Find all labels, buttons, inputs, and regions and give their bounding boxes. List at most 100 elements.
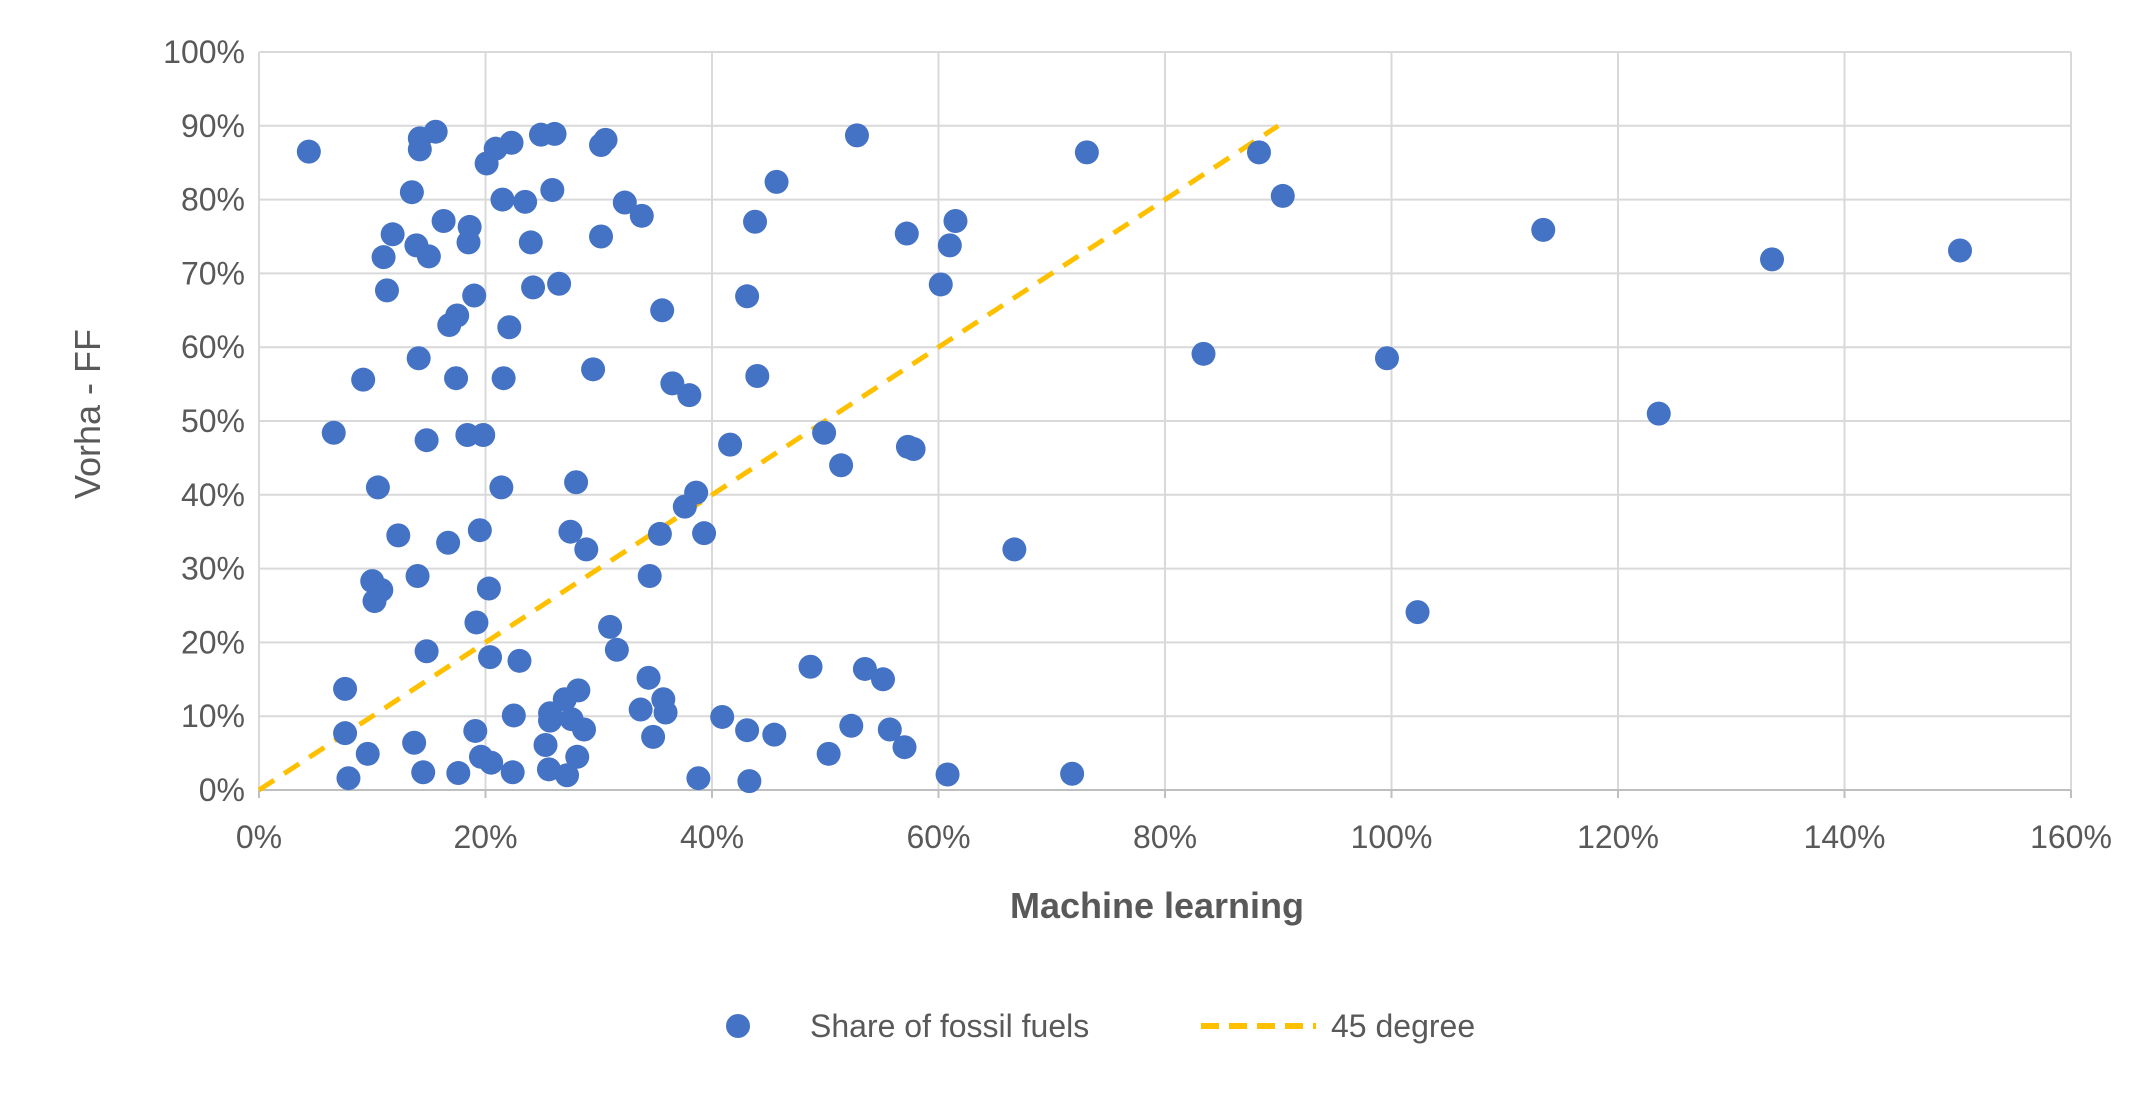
data-point — [612, 190, 637, 215]
data-point — [513, 189, 538, 214]
data-point — [829, 453, 854, 478]
gridlines — [258, 51, 2072, 790]
data-point — [436, 530, 461, 555]
data-point — [871, 667, 896, 692]
data-point — [692, 521, 717, 546]
data-point — [369, 578, 394, 603]
y-tick-label: 70% — [181, 255, 245, 291]
data-point — [333, 676, 358, 701]
data-point — [877, 717, 902, 742]
data-point — [445, 303, 470, 328]
data-point — [1074, 140, 1099, 165]
plot-area — [257, 119, 1973, 794]
reference-line-45-degree — [257, 123, 1280, 793]
data-point — [812, 420, 837, 445]
data-point — [464, 610, 489, 635]
data-point — [901, 437, 926, 462]
data-point — [536, 757, 561, 782]
data-point — [735, 718, 760, 743]
y-tick-label: 20% — [181, 624, 245, 660]
data-point — [745, 363, 770, 388]
data-point — [572, 717, 597, 742]
legend-marker-share-of-fossil-fuels — [726, 1014, 750, 1038]
data-point — [533, 732, 558, 757]
data-point — [844, 123, 869, 148]
data-point — [489, 475, 514, 500]
data-point — [463, 718, 488, 743]
data-point — [518, 230, 543, 255]
data-point — [653, 700, 678, 725]
data-point — [1002, 537, 1027, 562]
data-point — [1948, 238, 1973, 263]
x-tick-label: 20% — [453, 819, 517, 855]
data-point — [414, 639, 439, 664]
data-point — [321, 420, 346, 445]
legend-label-share-of-fossil-fuels: Share of fossil fuels — [810, 1008, 1089, 1044]
y-tick-label: 60% — [181, 329, 245, 365]
x-tick-label: 40% — [680, 819, 744, 855]
data-point — [937, 233, 962, 258]
x-axis-title: Machine learning — [1010, 885, 1304, 926]
x-tick-label: 120% — [1577, 819, 1659, 855]
data-point — [686, 766, 711, 791]
data-point — [928, 272, 953, 297]
data-point — [628, 697, 653, 722]
data-point — [710, 704, 735, 729]
data-point — [894, 221, 919, 246]
x-tick-label: 160% — [2030, 819, 2112, 855]
data-point — [462, 283, 487, 308]
legend: Share of fossil fuels 45 degree — [726, 1008, 1475, 1044]
data-point — [351, 367, 376, 392]
data-point — [1270, 183, 1295, 208]
data-point — [479, 750, 504, 775]
data-point — [1060, 761, 1085, 786]
data-point — [598, 614, 623, 639]
x-tick-label: 100% — [1351, 819, 1433, 855]
data-point — [762, 722, 787, 747]
data-point — [386, 523, 411, 548]
data-point — [414, 428, 439, 453]
data-point — [565, 744, 590, 769]
data-point — [677, 383, 702, 408]
x-tick-label: 0% — [236, 819, 282, 855]
data-point — [1531, 217, 1556, 242]
data-point — [296, 139, 321, 164]
data-point — [641, 724, 666, 749]
data-point — [1374, 346, 1399, 371]
data-point — [798, 654, 823, 679]
y-tick-label: 90% — [181, 108, 245, 144]
data-point — [540, 178, 565, 203]
data-point — [471, 423, 496, 448]
data-point — [718, 432, 743, 457]
data-point — [399, 180, 424, 205]
data-point — [650, 298, 675, 323]
data-point — [892, 735, 917, 760]
data-point — [737, 769, 762, 794]
y-tick-label: 40% — [181, 477, 245, 513]
data-point — [374, 278, 399, 303]
data-point — [406, 346, 431, 371]
data-point — [1191, 341, 1216, 366]
data-point — [1246, 140, 1271, 165]
data-point — [423, 119, 448, 144]
data-point — [333, 721, 358, 746]
data-point — [547, 271, 572, 296]
legend-label-45-degree: 45 degree — [1331, 1008, 1475, 1044]
data-point — [574, 537, 599, 562]
data-point — [371, 245, 396, 270]
y-tick-label: 80% — [181, 182, 245, 218]
data-point — [604, 637, 629, 662]
data-point — [521, 275, 546, 300]
data-point — [542, 121, 567, 146]
data-point — [507, 648, 532, 673]
data-point — [411, 760, 436, 785]
data-point — [593, 127, 618, 152]
data-point — [490, 187, 515, 212]
data-point — [743, 209, 768, 234]
data-point — [355, 741, 380, 766]
data-point — [566, 678, 591, 703]
data-point — [816, 741, 841, 766]
data-point — [684, 480, 709, 505]
data-point — [1405, 600, 1430, 625]
